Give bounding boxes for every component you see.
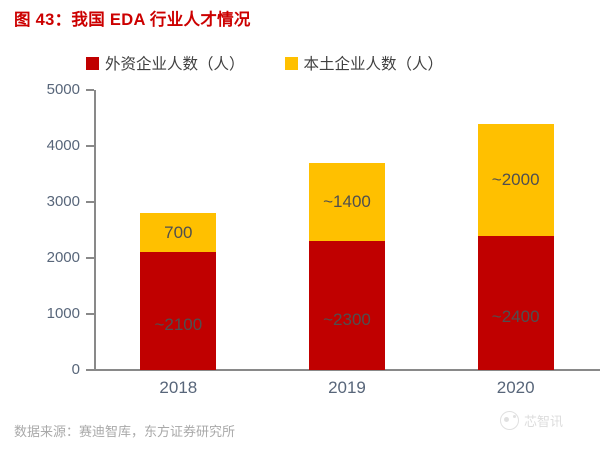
legend-swatch-foreign-icon — [86, 56, 99, 70]
watermark: 芯智讯 — [500, 411, 563, 430]
bar-group[interactable]: ~2300 ~1400 — [309, 90, 385, 370]
figure-title: 图 43：我国 EDA 行业人才情况 — [14, 11, 251, 29]
x-axis-line — [94, 369, 600, 371]
bar-data-label: 700 — [164, 222, 193, 242]
x-axis-tick-label: 2019 — [328, 378, 366, 397]
legend-item-local: 本土企业人数（人） — [284, 52, 444, 74]
y-axis-tick-mark — [86, 369, 94, 371]
circle-chip-logo-icon — [500, 411, 519, 430]
bar-data-label: ~2400 — [491, 306, 540, 326]
x-axis-tick-label: 2020 — [496, 378, 535, 397]
y-axis-tick-label: 2000 — [46, 249, 80, 266]
bar-segment[interactable]: ~2100 — [140, 252, 217, 370]
chart-legend: 外资企业人数（人） 本土企业人数（人） — [86, 52, 443, 74]
y-axis-tick-mark — [86, 313, 94, 315]
bar-segment[interactable]: ~2300 — [309, 241, 385, 370]
y-axis-tick-mark — [86, 201, 94, 203]
y-axis-line — [94, 90, 96, 371]
bar-segment[interactable]: 700 — [140, 213, 217, 253]
bar-segment[interactable]: ~2000 — [477, 123, 554, 236]
bar-group[interactable]: ~2400 ~2000 — [477, 90, 554, 370]
bar-data-label: ~2300 — [323, 309, 371, 329]
plot-area: ~2100 700 ~2300 ~1400 ~2400 ~2000 — [94, 90, 600, 370]
bar-data-label: ~1400 — [323, 192, 371, 211]
x-axis-tick-label: 2018 — [159, 378, 198, 397]
y-axis-tick-mark — [86, 257, 94, 259]
legend-label-local: 本土企业人数（人） — [303, 56, 444, 73]
bar-data-label: ~2000 — [491, 169, 540, 189]
chart-canvas: 0 1000 2000 3000 4000 5000 ~2100 700 ~2300 ~1400… — [0, 80, 614, 400]
y-axis-tick-label: 5000 — [46, 81, 80, 98]
y-axis-tick-label: 4000 — [46, 137, 80, 154]
y-axis-tick-mark — [86, 89, 94, 91]
watermark-text: 芯智讯 — [524, 414, 564, 429]
bar-segment[interactable]: ~2400 — [477, 235, 554, 370]
y-axis-tick-label: 1000 — [46, 305, 80, 322]
bar-group[interactable]: ~2100 700 — [140, 90, 217, 370]
y-axis-tick-mark — [86, 145, 94, 147]
y-axis-tick-label: 0 — [71, 361, 80, 378]
legend-label-foreign: 外资企业人数（人） — [105, 56, 245, 73]
y-axis-tick-label: 3000 — [46, 193, 80, 210]
legend-item-foreign: 外资企业人数（人） — [86, 52, 245, 74]
y-axis-tick-labels: 0 1000 2000 3000 4000 5000 — [0, 80, 80, 380]
legend-swatch-local-icon — [284, 56, 298, 70]
source-note: 数据来源：赛迪智库，东方证券研究所 — [14, 424, 236, 439]
bar-segment[interactable]: ~1400 — [309, 162, 385, 242]
bar-data-label: ~2100 — [154, 315, 203, 335]
